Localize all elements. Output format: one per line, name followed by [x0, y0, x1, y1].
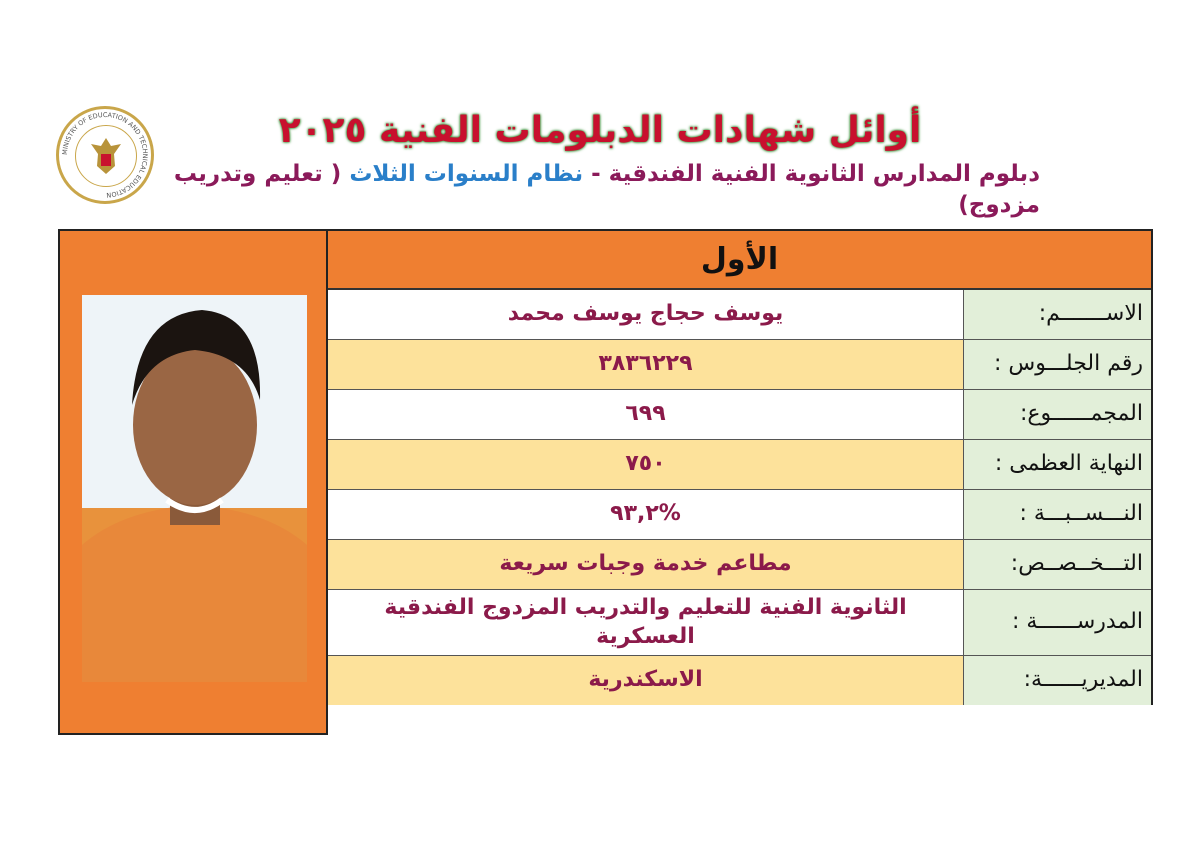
table-row-name: الاســـــــم: يوسف حجاج يوسف محمد	[328, 290, 1151, 341]
page: أوائل شهادات الدبلومات الفنية ٢٠٢٥ دبلوم…	[58, 110, 1153, 736]
row-label: النـــســبـــة :	[963, 490, 1151, 540]
row-label: المديريــــــة:	[963, 656, 1151, 706]
row-label: رقم الجلـــوس :	[963, 340, 1151, 390]
rank-header: الأول	[328, 231, 1151, 291]
row-value: مطاعم خدمة وجبات سريعة	[328, 540, 963, 590]
table-row-directorate: المديريــــــة: الاسكندرية	[328, 656, 1151, 706]
row-label: النهاية العظمى :	[963, 440, 1151, 490]
subtitle-diploma: دبلوم المدارس الثانوية الفنية الفندقية -	[591, 161, 1040, 187]
subtitle-type: ( تعليم وتدريب مزدوج)	[173, 161, 1040, 219]
table-row-seat-number: رقم الجلـــوس :٣٨٣٦٢٢٩	[328, 340, 1151, 391]
table-row-specialization: التـــخــصــص: مطاعم خدمة وجبات سريعة	[328, 540, 1151, 591]
page-title: أوائل شهادات الدبلومات الفنية ٢٠٢٥	[278, 110, 922, 151]
row-label: الاســـــــم:	[963, 290, 1151, 340]
page-subtitle: دبلوم المدارس الثانوية الفنية الفندقية -…	[170, 159, 1040, 221]
ministry-logo: MINISTRY OF EDUCATION AND TECHNICAL EDUC…	[56, 106, 154, 204]
eagle-emblem-icon	[75, 125, 137, 187]
row-label: المجمــــــوع:	[963, 390, 1151, 440]
table-row-percentage: النـــســبـــة : %٩٣,٢	[328, 490, 1151, 541]
row-value: ٧٥٠	[328, 440, 963, 490]
student-photo	[82, 295, 307, 683]
row-value: %٩٣,٢	[328, 490, 963, 540]
row-value: الاسكندرية	[328, 656, 963, 706]
table-row-total: المجمــــــوع: ٦٩٩	[328, 390, 1151, 441]
table-row-school: المدرســــــة : الثانوية الفنية للتعليم و…	[328, 590, 1151, 657]
row-value: يوسف حجاج يوسف محمد	[328, 290, 963, 340]
row-value: الثانوية الفنية للتعليم والتدريب المزدوج…	[328, 590, 963, 656]
table-row-max-score: النهاية العظمى :٧٥٠	[328, 440, 1151, 491]
row-value: ٣٨٣٦٢٢٩	[328, 340, 963, 390]
result-card: الأول الاســـــــم: يوسف حجاج يوسف محمد ر…	[58, 229, 1153, 736]
photo-panel	[58, 229, 328, 736]
row-value: ٦٩٩	[328, 390, 963, 440]
row-label: المدرســــــة :	[963, 590, 1151, 656]
results-table: الأول الاســـــــم: يوسف حجاج يوسف محمد ر…	[328, 229, 1153, 706]
subtitle-system: نظام السنوات الثلاث	[349, 161, 584, 187]
row-label: التـــخــصــص:	[963, 540, 1151, 590]
